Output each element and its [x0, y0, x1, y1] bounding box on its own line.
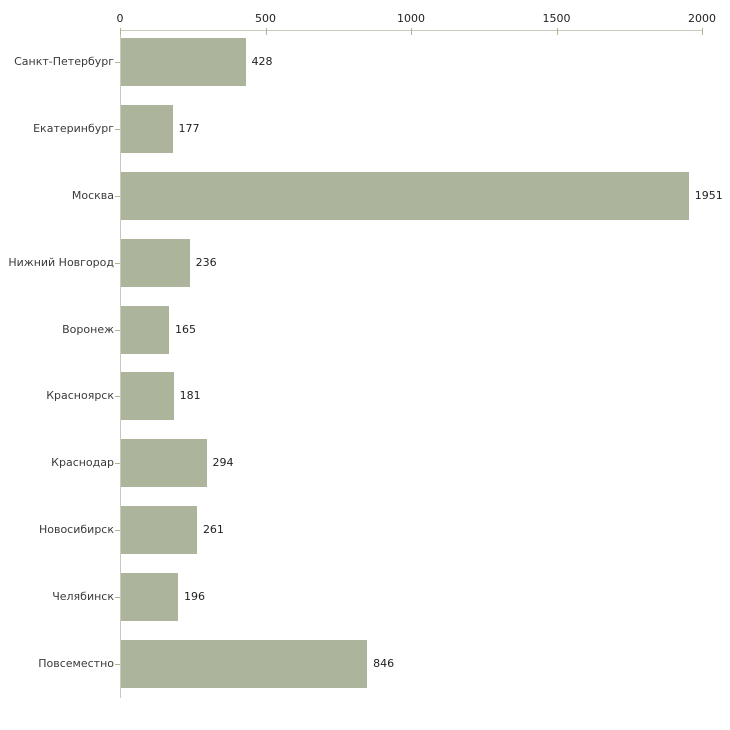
category-label: Екатеринбург — [33, 121, 114, 135]
category-label: Воронеж — [62, 322, 114, 336]
category-tick — [115, 597, 120, 599]
bar-value-label: 181 — [179, 389, 201, 403]
bar — [121, 640, 368, 688]
category-label: Челябинск — [52, 590, 114, 604]
x-tick-label: 0 — [116, 12, 124, 25]
x-tick — [702, 28, 703, 35]
x-tick-label: 500 — [255, 12, 276, 25]
x-tick-label: 1000 — [397, 12, 425, 25]
category-tick — [115, 62, 120, 63]
x-tick-label: 2000 — [688, 12, 716, 25]
bar-value-label: 236 — [195, 255, 217, 269]
x-tick — [265, 28, 267, 35]
category-label: Красноярск — [46, 389, 114, 403]
category-label: Новосибирск — [38, 523, 114, 537]
category-tick — [115, 664, 120, 665]
category-tick — [115, 329, 120, 331]
bar-value-label: 428 — [251, 55, 273, 68]
category-tick — [115, 530, 120, 532]
bar-value-label: 846 — [373, 657, 395, 670]
x-tick — [120, 28, 121, 35]
bar-value-label: 165 — [175, 322, 196, 336]
category-tick — [115, 463, 120, 465]
bar-value-label: 1951 — [694, 188, 723, 202]
bar-value-label: 294 — [212, 456, 234, 470]
bar — [121, 439, 207, 488]
bar-value-label: 196 — [184, 590, 206, 604]
category-tick — [115, 396, 120, 398]
category-label: Нижний Новгород — [8, 255, 114, 269]
bar — [121, 238, 190, 287]
bar-value-label: 261 — [202, 523, 224, 537]
x-tick — [411, 28, 412, 35]
bar — [121, 171, 689, 220]
category-label: Москва — [71, 188, 114, 202]
category-tick — [115, 262, 120, 264]
y-axis-line — [120, 30, 121, 698]
x-tick-label: 1500 — [542, 12, 571, 25]
bar — [121, 104, 173, 153]
x-tick — [556, 28, 558, 35]
bar — [121, 305, 169, 354]
category-label: Повсеместно — [38, 657, 114, 670]
category-tick — [115, 128, 120, 130]
category-label: Краснодар — [51, 456, 114, 470]
bar — [121, 372, 174, 421]
category-label: Санкт-Петербург — [14, 55, 114, 68]
bar — [121, 506, 197, 555]
bar — [121, 573, 179, 622]
category-tick — [115, 195, 120, 197]
bar — [121, 38, 246, 86]
bar-value-label: 177 — [178, 121, 200, 135]
